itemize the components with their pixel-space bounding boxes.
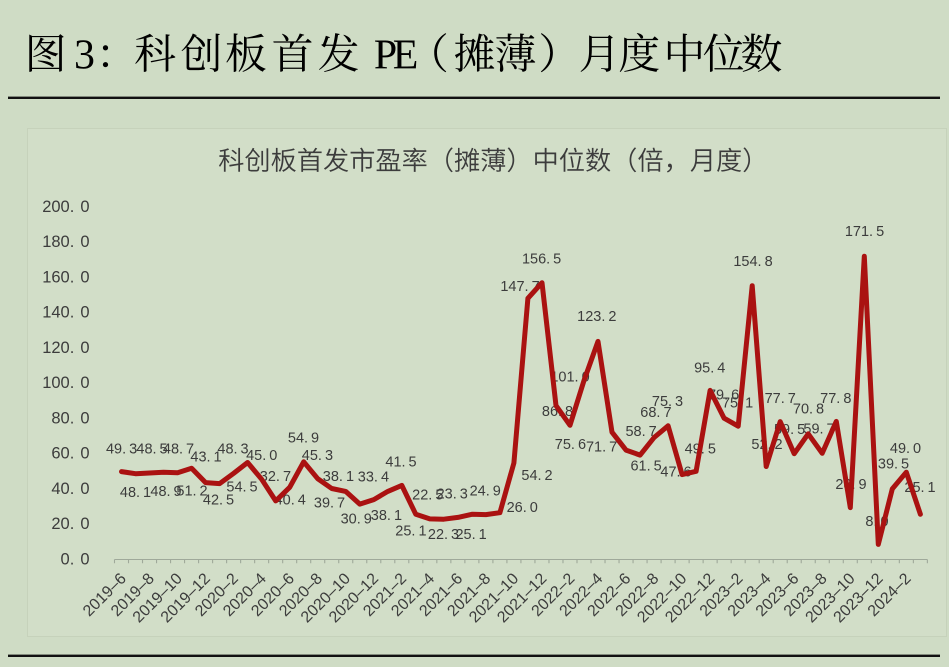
svg-text:33.4: 33. 4	[358, 470, 389, 486]
svg-text:38.1: 38. 1	[323, 469, 354, 485]
svg-text:23.3: 23. 3	[437, 487, 468, 503]
svg-text:48.5: 48. 5	[136, 442, 167, 458]
svg-text:48.3: 48. 3	[217, 442, 248, 458]
svg-text:E: E	[393, 33, 419, 79]
svg-text:26.0: 26. 0	[507, 500, 538, 516]
svg-text:40.0: 40. 0	[51, 480, 89, 498]
svg-text:200.0: 200. 0	[42, 198, 89, 216]
svg-text:100.0: 100. 0	[42, 374, 89, 392]
svg-text:42.5: 42. 5	[203, 493, 234, 509]
svg-text:120.0: 120. 0	[42, 339, 89, 357]
svg-text:123.2: 123. 2	[577, 309, 616, 325]
svg-text:49.0: 49. 0	[890, 441, 921, 457]
svg-text:3: 3	[74, 33, 95, 79]
svg-text:61.5: 61. 5	[630, 459, 661, 475]
svg-text:77.7: 77. 7	[765, 391, 796, 407]
svg-text:80.0: 80. 0	[51, 409, 89, 427]
svg-text:54.2: 54. 2	[521, 468, 552, 484]
svg-text:160.0: 160. 0	[42, 269, 89, 287]
svg-text:54.9: 54. 9	[288, 430, 319, 446]
svg-text:95.4: 95. 4	[694, 360, 725, 376]
svg-text:32.7: 32. 7	[260, 469, 291, 485]
svg-text:30.9: 30. 9	[341, 511, 372, 527]
svg-text:P: P	[374, 33, 397, 79]
svg-text:25.1: 25. 1	[395, 524, 426, 540]
svg-text:58.7: 58. 7	[625, 424, 656, 440]
svg-text:41.5: 41. 5	[385, 454, 416, 470]
svg-text:48.7: 48. 7	[163, 442, 194, 458]
svg-text:54.5: 54. 5	[226, 480, 257, 496]
svg-text:75.6: 75. 6	[555, 437, 586, 453]
svg-text:49.3: 49. 3	[106, 442, 137, 458]
svg-text:24.9: 24. 9	[470, 484, 501, 500]
svg-text:20.0: 20. 0	[51, 515, 89, 533]
svg-text:140.0: 140. 0	[42, 304, 89, 322]
svg-text:75.1: 75. 1	[722, 395, 753, 411]
svg-text:38.1: 38. 1	[371, 508, 402, 524]
svg-text:70.8: 70. 8	[793, 402, 824, 418]
svg-text:171.5: 171. 5	[845, 224, 884, 240]
svg-text:68.7: 68. 7	[640, 405, 671, 421]
svg-text:39.7: 39. 7	[314, 495, 345, 511]
svg-text:22.3: 22. 3	[428, 527, 459, 543]
svg-text:45.0: 45. 0	[246, 448, 277, 464]
svg-text:25.1: 25. 1	[455, 527, 486, 543]
svg-text:180.0: 180. 0	[42, 233, 89, 251]
svg-text:45.3: 45. 3	[302, 448, 333, 464]
svg-text:48.9: 48. 9	[150, 484, 181, 500]
svg-text:154.8: 154. 8	[733, 254, 772, 270]
svg-text:48.1: 48. 1	[120, 485, 151, 501]
svg-text:156.5: 156. 5	[522, 252, 561, 268]
svg-text:43.1: 43. 1	[190, 450, 221, 466]
svg-text:60.0: 60. 0	[51, 445, 89, 463]
svg-text:71.7: 71. 7	[586, 440, 617, 456]
svg-text:77.8: 77. 8	[820, 391, 851, 407]
svg-text:39.5: 39. 5	[878, 457, 909, 473]
svg-text:51.2: 51. 2	[176, 484, 207, 500]
svg-text:75.3: 75. 3	[652, 394, 683, 410]
svg-text:22.5: 22. 5	[412, 488, 443, 504]
